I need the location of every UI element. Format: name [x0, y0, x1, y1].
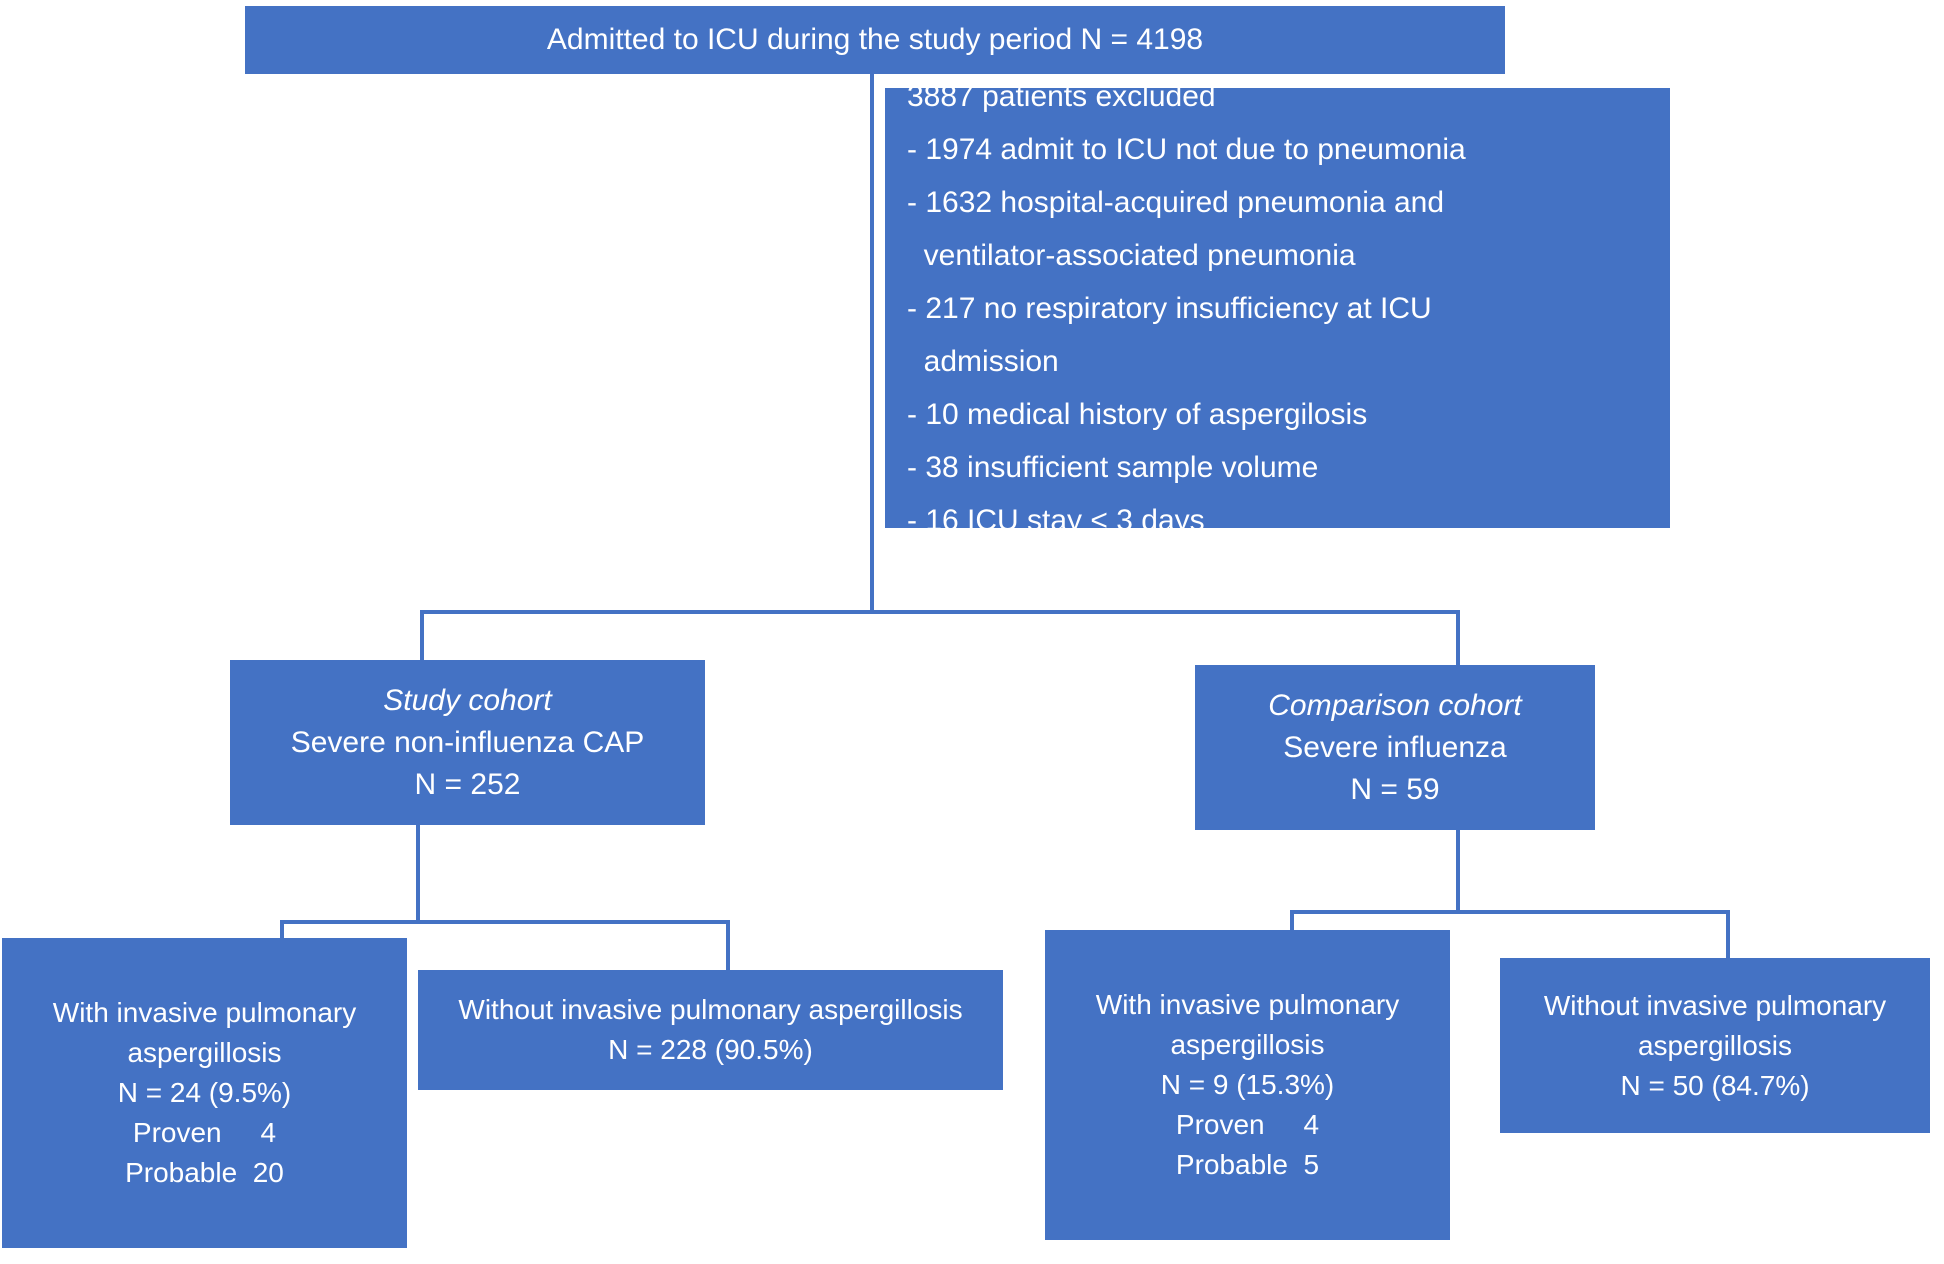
study-without-l2: N = 228 (90.5%) — [608, 1034, 813, 1066]
excluded-box: 3887 patients excluded - 1974 admit to I… — [885, 88, 1670, 528]
study-without-box: Without invasive pulmonary aspergillosis… — [418, 970, 1003, 1090]
study-cohort-title: Study cohort — [383, 684, 551, 718]
comp-without-l1: Without invasive pulmonary — [1544, 990, 1886, 1022]
comp-with-l3: N = 9 (15.3%) — [1161, 1069, 1335, 1101]
excluded-line-6: - 10 medical history of aspergilosis — [907, 392, 1648, 437]
comp-with-l4: Proven 4 — [1176, 1109, 1319, 1141]
connector-v_study_left — [280, 920, 284, 938]
connector-v_comp_right — [1726, 910, 1730, 958]
excluded-line-8: - 16 ICU stay < 3 days — [907, 498, 1648, 543]
study-with-l3: N = 24 (9.5%) — [118, 1077, 292, 1109]
connector-h_split_main — [420, 610, 1460, 614]
study-with-l4: Proven 4 — [133, 1117, 276, 1149]
comp-without-l3: N = 50 (84.7%) — [1620, 1070, 1809, 1102]
comp-with-l5: Probable 5 — [1176, 1149, 1319, 1181]
study-without-l1: Without invasive pulmonary aspergillosis — [458, 994, 962, 1026]
root-box: Admitted to ICU during the study period … — [245, 6, 1505, 74]
connector-v_study_down — [416, 825, 420, 920]
connector-v_to_study — [420, 610, 424, 660]
connector-v_root_down — [870, 74, 874, 610]
study-cohort-line2: Severe non-influenza CAP — [291, 726, 645, 760]
excluded-line-4: - 217 no respiratory insufficiency at IC… — [907, 286, 1648, 331]
connector-v_study_right — [726, 920, 730, 970]
comparison-cohort-line2: Severe influenza — [1283, 731, 1506, 765]
study-with-box: With invasive pulmonary aspergillosis N … — [2, 938, 407, 1248]
excluded-line-0: 3887 patients excluded — [907, 74, 1648, 119]
excluded-line-3: ventilator-associated pneumonia — [907, 233, 1648, 278]
root-text: Admitted to ICU during the study period … — [547, 23, 1203, 57]
comp-with-l1: With invasive pulmonary — [1096, 989, 1399, 1021]
comparison-cohort-title: Comparison cohort — [1268, 689, 1521, 723]
study-cohort-box: Study cohort Severe non-influenza CAP N … — [230, 660, 705, 825]
study-cohort-line3: N = 252 — [415, 768, 521, 802]
comp-without-box: Without invasive pulmonary aspergillosis… — [1500, 958, 1930, 1133]
connector-v_to_comp — [1456, 610, 1460, 665]
excluded-line-2: - 1632 hospital-acquired pneumonia and — [907, 180, 1648, 225]
excluded-line-7: - 38 insufficient sample volume — [907, 445, 1648, 490]
excluded-line-5: admission — [907, 339, 1648, 384]
study-with-l5: Probable 20 — [125, 1157, 284, 1189]
connector-v_comp_left — [1290, 910, 1294, 930]
comp-with-l2: aspergillosis — [1170, 1029, 1324, 1061]
study-with-l1: With invasive pulmonary — [53, 997, 356, 1029]
comparison-cohort-line3: N = 59 — [1350, 773, 1439, 807]
connector-h_study_split — [280, 920, 730, 924]
comparison-cohort-box: Comparison cohort Severe influenza N = 5… — [1195, 665, 1595, 830]
excluded-line-1: - 1974 admit to ICU not due to pneumonia — [907, 127, 1648, 172]
comp-with-box: With invasive pulmonary aspergillosis N … — [1045, 930, 1450, 1240]
connector-v_comp_down — [1456, 830, 1460, 910]
connector-h_comp_split — [1290, 910, 1730, 914]
study-with-l2: aspergillosis — [127, 1037, 281, 1069]
comp-without-l2: aspergillosis — [1638, 1030, 1792, 1062]
